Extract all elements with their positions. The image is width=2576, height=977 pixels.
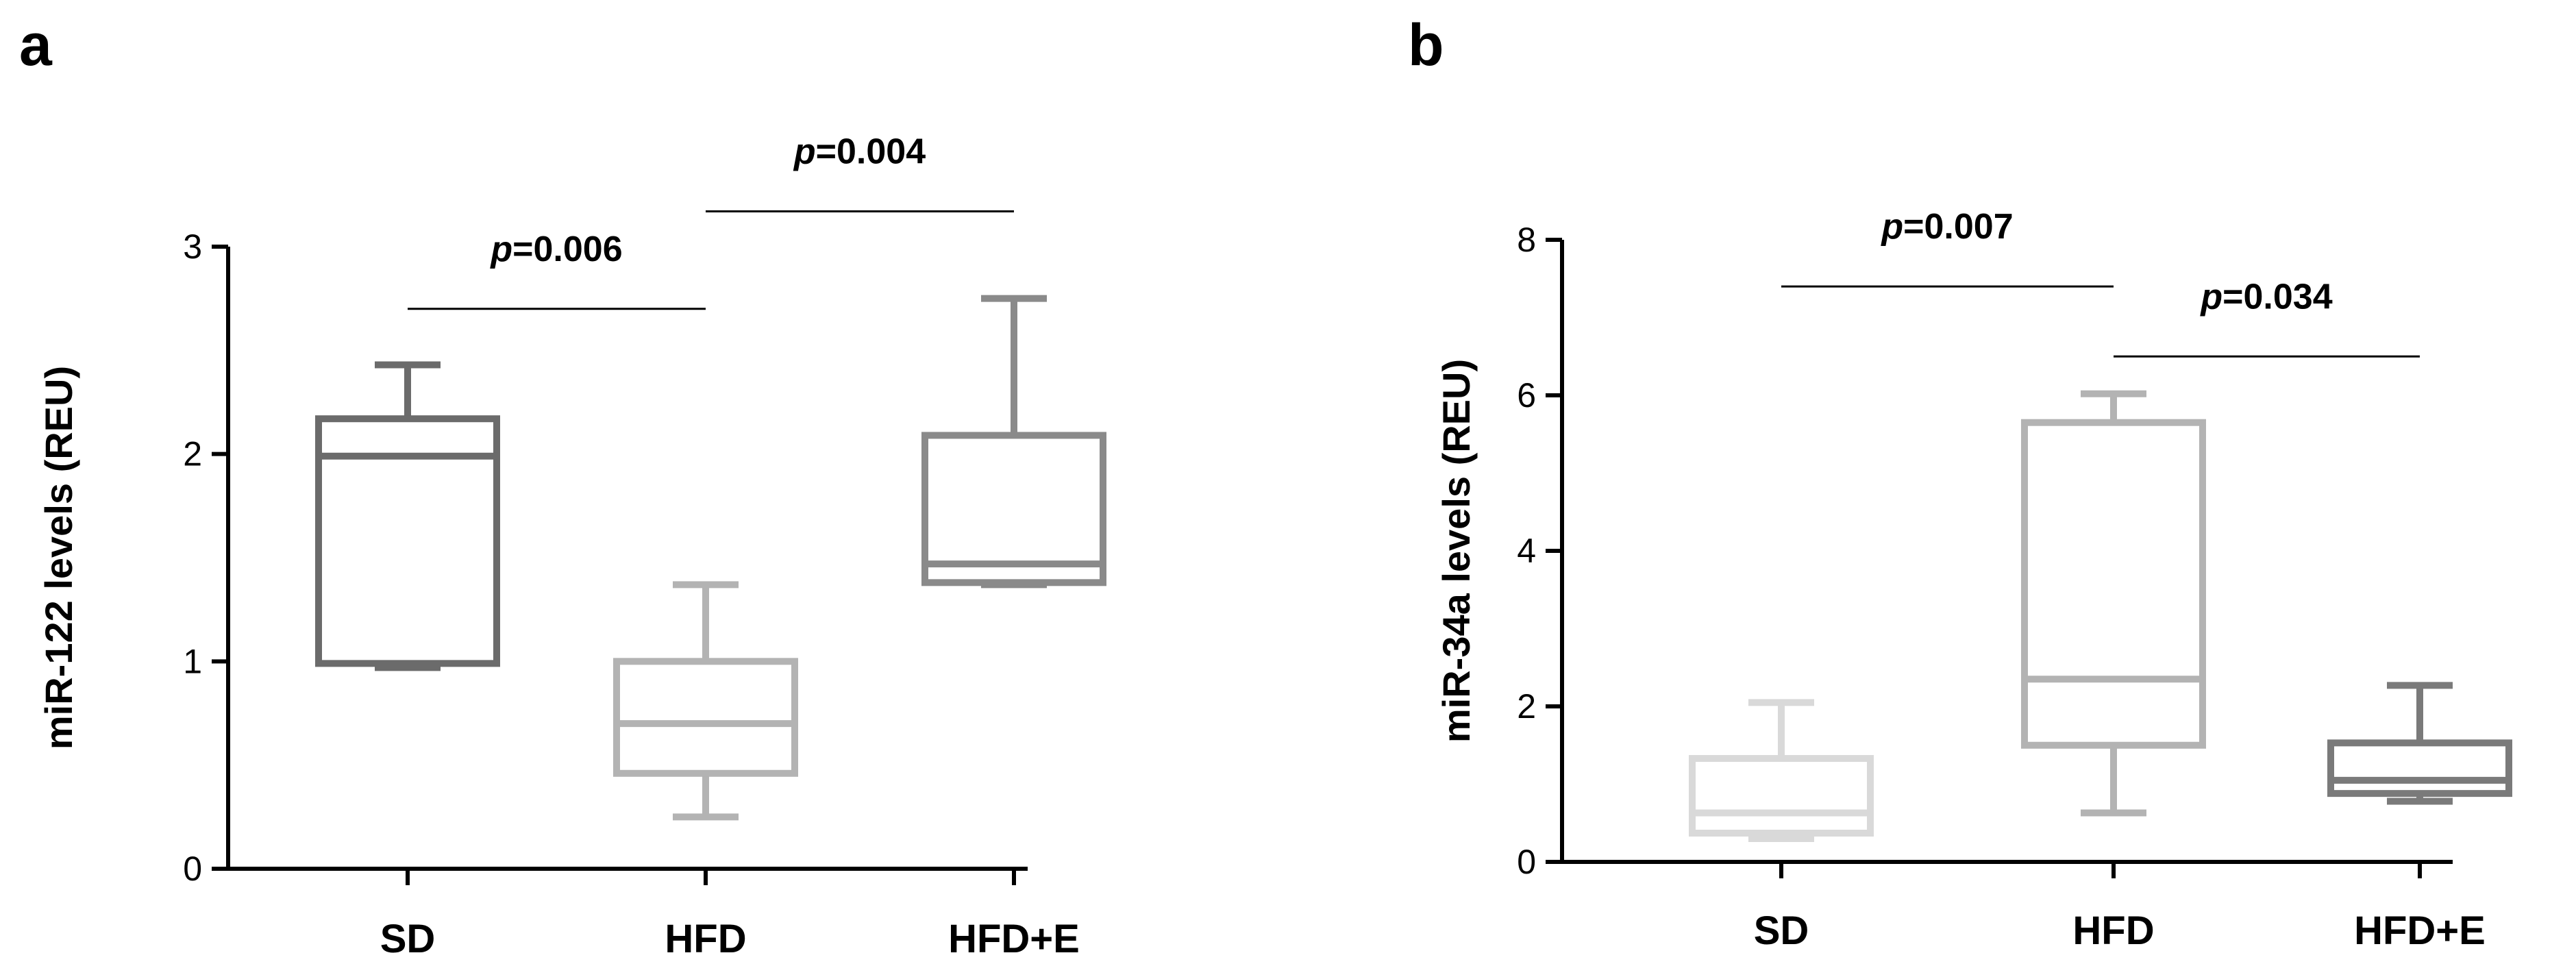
p-value: =0.034 — [2222, 277, 2333, 317]
iqr-box — [2327, 739, 2512, 797]
y-tick-label: 0 — [1517, 843, 1536, 881]
box-hfd — [2021, 390, 2206, 817]
iqr-box — [921, 432, 1106, 586]
box-sd — [315, 361, 500, 671]
x-category-label: SD — [380, 917, 436, 961]
p-symbol: p — [1880, 207, 1903, 247]
iqr-box — [1689, 755, 1874, 837]
p-value: =0.004 — [816, 132, 926, 172]
p-value-label: p=0.034 — [2199, 277, 2332, 317]
y-axis-label: miR-122 levels (REU) — [37, 366, 80, 750]
box-hfd — [613, 581, 798, 821]
y-tick-label: 0 — [183, 850, 202, 888]
box-hfd-plus-e — [921, 295, 1106, 589]
iqr-box — [2021, 419, 2206, 749]
y-tick-label: 3 — [183, 227, 202, 266]
p-value: =0.007 — [1903, 207, 2014, 247]
x-category-label: HFD+E — [2354, 908, 2486, 953]
p-symbol: p — [2199, 277, 2222, 317]
box-sd — [1689, 699, 1874, 842]
p-symbol: p — [489, 230, 512, 269]
iqr-box — [613, 658, 798, 777]
y-tick-label: 4 — [1517, 532, 1536, 570]
y-tick-label: 1 — [183, 642, 202, 680]
y-tick-label: 2 — [183, 435, 202, 473]
x-category-label: SD — [1754, 908, 1809, 953]
p-value: =0.006 — [512, 230, 623, 269]
iqr-box — [315, 415, 500, 667]
p-value-label: p=0.006 — [489, 230, 622, 269]
y-tick-label: 8 — [1517, 221, 1536, 259]
y-tick-label: 6 — [1517, 376, 1536, 415]
x-category-label: HFD — [2072, 908, 2154, 953]
y-axis-label: miR-34a levels (REU) — [1435, 359, 1478, 743]
box-hfd-plus-e — [2327, 682, 2512, 805]
p-value-label: p=0.007 — [1880, 207, 2013, 247]
x-category-label: HFD — [665, 917, 746, 961]
panel-label: b — [1408, 12, 1444, 78]
y-tick-label: 2 — [1517, 687, 1536, 726]
panel-label: a — [19, 12, 53, 78]
p-value-label: p=0.004 — [793, 132, 926, 172]
x-category-label: HFD+E — [948, 917, 1080, 961]
p-symbol: p — [793, 132, 816, 172]
